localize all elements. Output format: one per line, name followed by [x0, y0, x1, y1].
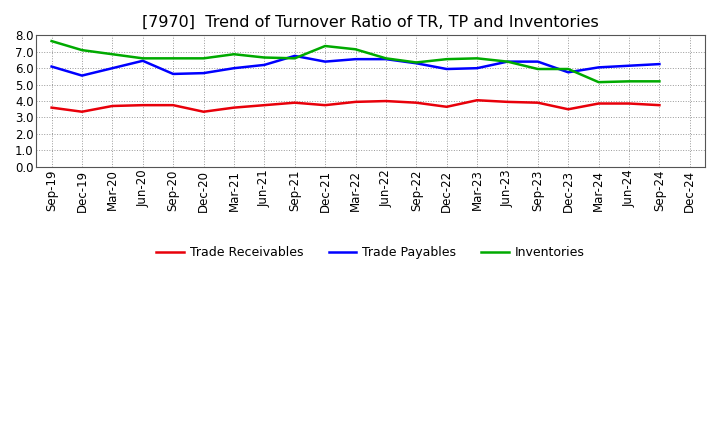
Trade Receivables — [534, 100, 542, 105]
Trade Payables — [108, 66, 117, 71]
Trade Payables — [138, 58, 147, 63]
Trade Receivables — [108, 103, 117, 109]
Inventories — [260, 55, 269, 60]
Trade Payables — [169, 71, 178, 77]
Inventories — [230, 51, 238, 57]
Trade Receivables — [230, 105, 238, 110]
Trade Payables — [321, 59, 330, 64]
Line: Trade Payables: Trade Payables — [52, 56, 660, 76]
Trade Payables — [290, 53, 299, 59]
Trade Receivables — [260, 103, 269, 108]
Trade Receivables — [351, 99, 360, 105]
Trade Receivables — [138, 103, 147, 108]
Trade Payables — [351, 56, 360, 62]
Inventories — [442, 56, 451, 62]
Inventories — [594, 80, 603, 85]
Trade Receivables — [412, 100, 420, 105]
Trade Payables — [625, 63, 634, 68]
Trade Receivables — [625, 101, 634, 106]
Trade Receivables — [290, 100, 299, 105]
Trade Payables — [655, 62, 664, 67]
Trade Receivables — [78, 109, 86, 114]
Trade Payables — [564, 70, 572, 75]
Trade Payables — [382, 56, 390, 62]
Inventories — [48, 38, 56, 44]
Legend: Trade Receivables, Trade Payables, Inventories: Trade Receivables, Trade Payables, Inven… — [151, 242, 590, 264]
Inventories — [412, 60, 420, 65]
Inventories — [108, 51, 117, 57]
Title: [7970]  Trend of Turnover Ratio of TR, TP and Inventories: [7970] Trend of Turnover Ratio of TR, TP… — [143, 15, 599, 30]
Inventories — [534, 66, 542, 72]
Inventories — [503, 59, 512, 64]
Trade Payables — [78, 73, 86, 78]
Trade Receivables — [655, 103, 664, 108]
Line: Inventories: Inventories — [52, 41, 660, 82]
Trade Payables — [594, 65, 603, 70]
Inventories — [199, 56, 208, 61]
Inventories — [655, 79, 664, 84]
Inventories — [382, 56, 390, 61]
Inventories — [321, 44, 330, 49]
Trade Payables — [199, 70, 208, 76]
Inventories — [473, 56, 482, 61]
Trade Payables — [412, 61, 420, 66]
Trade Receivables — [48, 105, 56, 110]
Inventories — [564, 66, 572, 72]
Trade Receivables — [442, 104, 451, 110]
Trade Receivables — [199, 109, 208, 114]
Trade Payables — [534, 59, 542, 64]
Trade Payables — [260, 62, 269, 68]
Trade Receivables — [169, 103, 178, 108]
Trade Receivables — [321, 103, 330, 108]
Inventories — [290, 56, 299, 61]
Inventories — [138, 56, 147, 61]
Trade Receivables — [594, 101, 603, 106]
Inventories — [78, 48, 86, 53]
Trade Payables — [503, 59, 512, 64]
Trade Receivables — [564, 106, 572, 112]
Inventories — [169, 56, 178, 61]
Inventories — [625, 79, 634, 84]
Trade Receivables — [473, 98, 482, 103]
Trade Receivables — [503, 99, 512, 105]
Trade Payables — [230, 66, 238, 71]
Trade Payables — [473, 66, 482, 71]
Trade Payables — [442, 66, 451, 72]
Inventories — [351, 47, 360, 52]
Trade Receivables — [382, 99, 390, 104]
Line: Trade Receivables: Trade Receivables — [52, 100, 660, 112]
Trade Payables — [48, 64, 56, 69]
